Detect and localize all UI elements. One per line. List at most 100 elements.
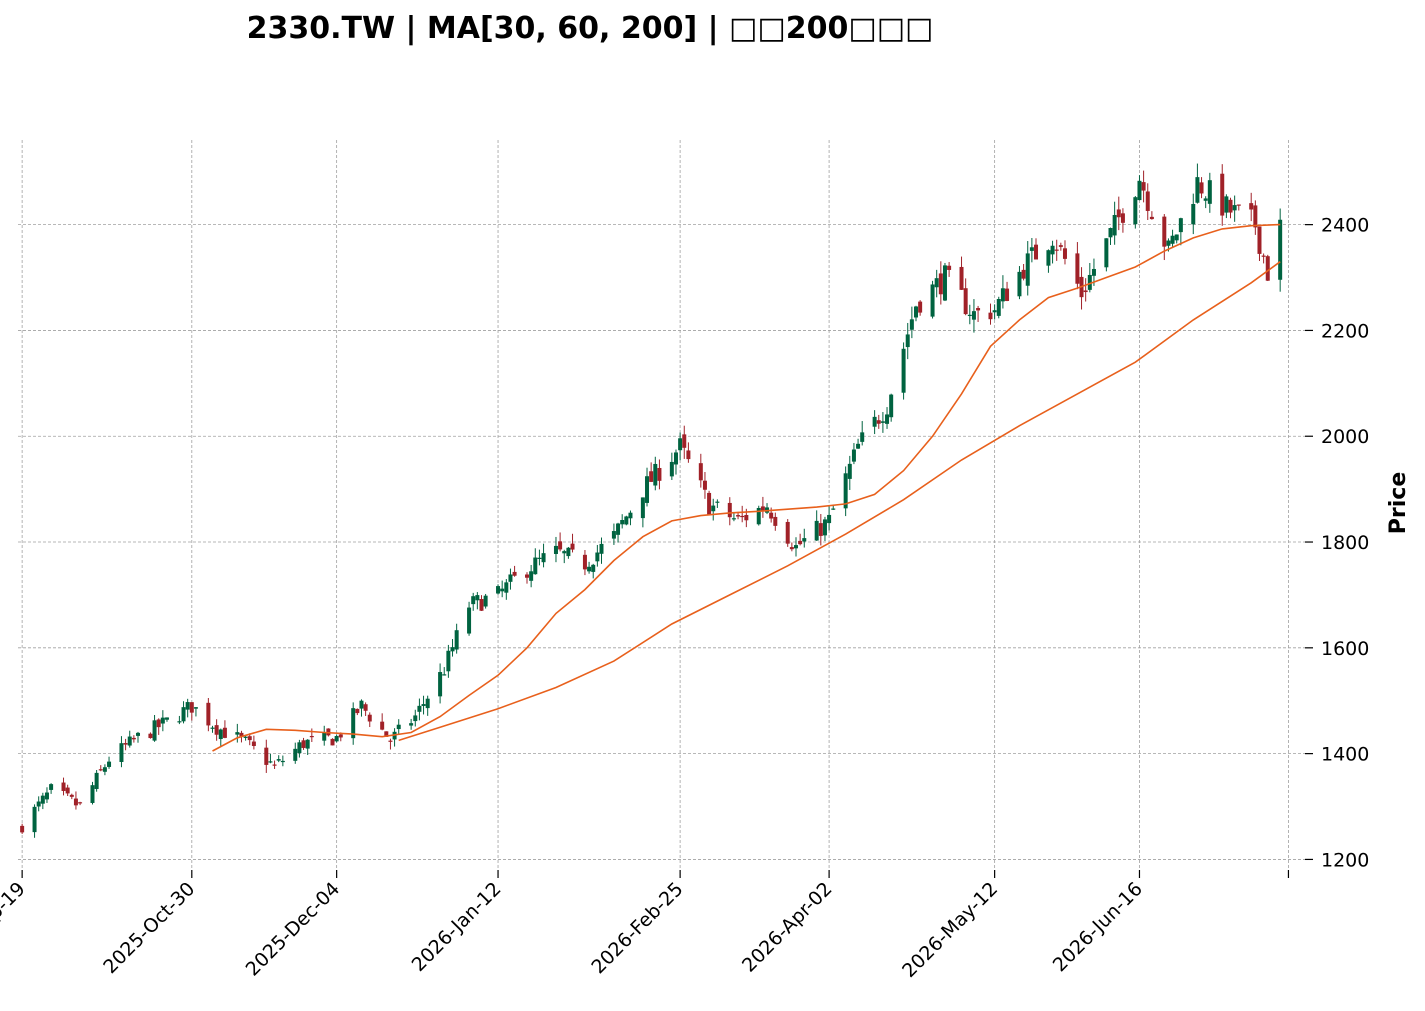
candle-body (1120, 213, 1125, 223)
candle-body (264, 747, 269, 765)
candle-body (996, 299, 1001, 316)
candle (967, 304, 972, 325)
candle-body (727, 502, 732, 518)
candle (20, 823, 25, 834)
candle (793, 537, 798, 557)
candle (90, 781, 95, 805)
candle-body (889, 394, 894, 418)
candle-body (1162, 216, 1167, 247)
candle-body (934, 278, 939, 288)
candle-body (657, 467, 662, 481)
candle (959, 256, 964, 291)
candle (582, 550, 587, 576)
y-tick-label: 2000 (1321, 426, 1369, 448)
y-tick-label: 1200 (1321, 849, 1369, 871)
candle-body (44, 792, 49, 800)
x-tick-label: 2025-Sep-19 (0, 878, 30, 980)
candle (976, 305, 981, 322)
candle (760, 496, 765, 518)
candle (918, 300, 923, 316)
candle-body (123, 743, 128, 745)
candle-body (396, 724, 401, 730)
candle-body (479, 599, 484, 611)
candle (1265, 254, 1270, 282)
candle-body (500, 588, 505, 592)
candle-body (992, 310, 997, 313)
candle (392, 728, 397, 747)
candle (553, 536, 558, 563)
candle (798, 533, 803, 546)
candle (715, 499, 720, 508)
candle-body (918, 301, 923, 313)
candle (467, 601, 472, 636)
candle-body (843, 473, 848, 509)
candle-body (591, 564, 596, 572)
candle-body (553, 545, 558, 554)
candle (355, 708, 360, 716)
candle-body (653, 463, 658, 486)
candle (322, 725, 327, 746)
candle (388, 738, 393, 750)
candle-body (628, 512, 633, 519)
candle-body (1191, 203, 1196, 225)
candle-body (1174, 234, 1179, 241)
candle (69, 793, 74, 800)
candle-body (268, 761, 273, 763)
candle (475, 592, 480, 610)
candle-body (1145, 191, 1150, 211)
candle (363, 702, 368, 716)
candle (206, 698, 211, 732)
candle (479, 595, 484, 611)
candle (1232, 195, 1237, 222)
candle-body (322, 732, 327, 741)
candle (1257, 226, 1262, 261)
candle (119, 736, 124, 768)
candle (992, 304, 997, 320)
grid-lines (18, 140, 1305, 870)
candle-body (1207, 180, 1212, 204)
candle-body (69, 794, 74, 797)
candle-body (152, 720, 157, 741)
candle-body (388, 740, 393, 742)
candle-body (185, 702, 190, 710)
candle (566, 546, 571, 559)
candle (1025, 241, 1030, 296)
candle (843, 466, 848, 517)
candle-body (909, 319, 914, 330)
candle-body (566, 547, 571, 557)
candle (947, 262, 952, 277)
candle (889, 393, 894, 422)
candle (1236, 204, 1241, 211)
candle-body (537, 557, 542, 559)
ma-30-line (212, 223, 1281, 752)
candle (996, 296, 1001, 319)
candle-body (305, 739, 310, 749)
candle-body (177, 721, 182, 723)
candle (330, 738, 335, 746)
candle-body (822, 519, 827, 536)
candle (309, 728, 314, 743)
candle (107, 756, 112, 769)
candle-body (698, 463, 703, 481)
candle (409, 718, 414, 730)
candle-body (769, 512, 774, 519)
candle-body (831, 508, 836, 510)
candle-body (938, 273, 943, 295)
candle (698, 453, 703, 488)
candle (272, 760, 277, 769)
candle-body (413, 715, 418, 722)
candle (909, 306, 914, 339)
candle (127, 730, 132, 748)
candle-body (276, 759, 281, 761)
candle (32, 804, 37, 838)
candle-body (1021, 269, 1026, 279)
candle-body (624, 516, 629, 525)
candle (36, 796, 41, 812)
candle-body (1058, 245, 1063, 247)
candles (20, 163, 1283, 838)
candle-body (454, 630, 459, 650)
candle-body (1199, 182, 1204, 194)
candle-body (818, 523, 823, 536)
candle-body (49, 784, 54, 790)
